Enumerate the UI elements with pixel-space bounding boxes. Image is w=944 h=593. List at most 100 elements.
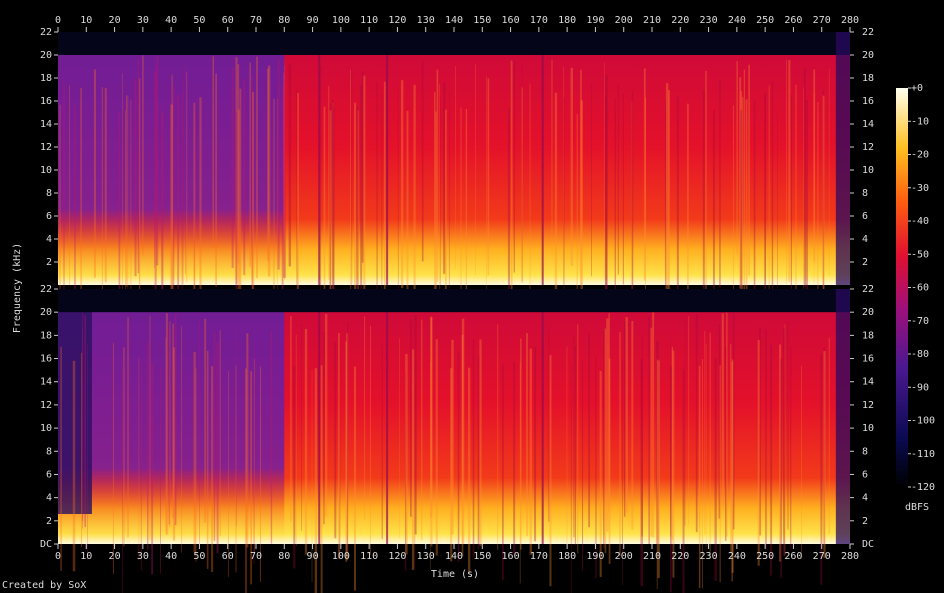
stripe — [718, 324, 721, 519]
stripe — [360, 85, 363, 298]
y-tick-label: 6 — [46, 211, 52, 222]
stripe — [782, 327, 786, 556]
stripe — [172, 347, 176, 541]
y-tick-label-right: 6 — [862, 469, 868, 480]
ultrasonic-band — [58, 289, 850, 313]
stripe — [206, 350, 209, 569]
y-tick-label-right: 22 — [862, 284, 874, 295]
stripe — [788, 60, 791, 282]
quiet-region — [58, 289, 285, 544]
stripe — [82, 326, 83, 529]
stripe — [204, 318, 207, 523]
stripe — [290, 316, 292, 522]
stripe — [430, 361, 431, 570]
stripe — [622, 93, 624, 285]
y-tick-label: 20 — [40, 50, 52, 61]
stripe — [283, 60, 286, 279]
stripe — [311, 369, 313, 583]
stripe — [414, 314, 417, 535]
stripe — [435, 339, 438, 556]
stripe — [171, 74, 173, 301]
colorbar-tick-label: -100 — [911, 416, 935, 427]
stripe — [182, 74, 184, 285]
stripe — [434, 92, 436, 319]
stripe — [719, 80, 721, 288]
stripe — [231, 67, 234, 268]
stripe — [745, 99, 748, 311]
x-tick-label-top: 190 — [586, 15, 604, 26]
x-tick-label-top: 140 — [445, 15, 463, 26]
stripe — [603, 62, 605, 280]
stripe — [650, 327, 653, 537]
stripe — [608, 313, 610, 512]
stripe — [243, 78, 246, 276]
stripe — [195, 368, 197, 562]
stripe — [381, 93, 383, 307]
stripe — [614, 98, 616, 301]
stripe — [137, 59, 140, 274]
stripe — [249, 62, 251, 268]
stripe — [444, 109, 447, 319]
stripe — [193, 351, 196, 553]
stripe — [320, 365, 323, 593]
stripe — [74, 105, 76, 330]
stripe — [332, 102, 334, 327]
colorbar-tick-label: -110 — [911, 449, 935, 460]
stripe — [354, 102, 357, 310]
y-tick-label: 12 — [40, 400, 52, 411]
stripe — [123, 347, 125, 547]
stripe — [743, 69, 745, 298]
stripe — [172, 86, 175, 309]
stripe — [502, 364, 504, 581]
spectrogram-image — [58, 32, 850, 593]
x-tick-label: 150 — [473, 551, 491, 562]
x-tick-label: 70 — [250, 551, 262, 562]
stripe — [765, 329, 767, 549]
stripe — [330, 110, 332, 316]
stripe — [235, 111, 238, 327]
stripe — [748, 64, 750, 276]
stripe — [790, 345, 792, 550]
x-tick-label-top: 220 — [671, 15, 689, 26]
colorbar-tick-label: -90 — [911, 382, 929, 393]
colorbar-tick-label: -80 — [911, 349, 929, 360]
stripe — [730, 343, 732, 552]
stripe — [169, 320, 171, 528]
stripe — [339, 341, 341, 558]
stripe — [828, 68, 830, 276]
stripe — [551, 59, 553, 255]
stripe — [777, 113, 778, 337]
stripe — [361, 71, 364, 263]
gap — [318, 55, 321, 285]
stripe — [688, 316, 690, 524]
y-tick-label-right: 4 — [862, 234, 868, 245]
gap — [318, 312, 321, 544]
stripe — [357, 110, 359, 303]
stripe — [823, 347, 825, 545]
stripe — [581, 360, 584, 571]
x-tick-label: 190 — [586, 551, 604, 562]
stripe — [668, 90, 670, 315]
stripe — [623, 321, 626, 517]
stripe — [805, 99, 808, 305]
stripe — [356, 107, 359, 321]
stripe — [283, 72, 285, 278]
x-tick-label: 40 — [165, 551, 177, 562]
stripe — [479, 339, 482, 546]
stripe — [284, 65, 285, 280]
stripe — [510, 60, 513, 291]
stripe — [457, 351, 460, 563]
stripe — [595, 356, 597, 579]
stripe — [430, 317, 433, 547]
stripe — [701, 358, 703, 589]
y-tick-label: 14 — [40, 119, 52, 130]
ultrasonic-band — [58, 32, 850, 55]
stripe — [656, 340, 659, 545]
x-tick-label-top: 250 — [756, 15, 774, 26]
stripe — [477, 356, 480, 550]
colorbar-tick-label: +0 — [911, 83, 923, 94]
stripe — [820, 353, 823, 585]
stripe — [591, 84, 592, 277]
x-tick-label: 210 — [643, 551, 661, 562]
